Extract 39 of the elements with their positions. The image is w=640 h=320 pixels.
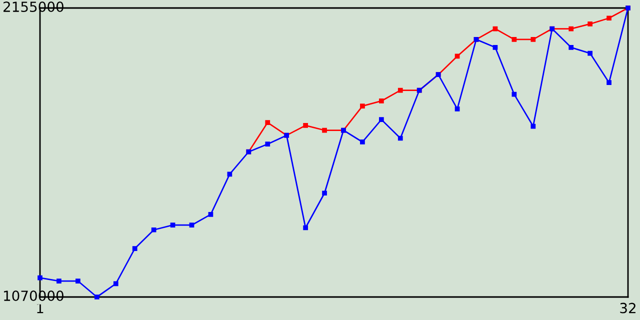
point <box>378 98 384 104</box>
point <box>454 54 460 59</box>
point <box>360 140 365 144</box>
point <box>454 106 460 112</box>
point <box>189 222 194 228</box>
point <box>76 278 80 284</box>
point <box>132 246 138 251</box>
y-tick-label: 2155000 <box>4 2 64 12</box>
point <box>568 26 574 32</box>
point <box>94 294 100 300</box>
point <box>265 120 270 125</box>
point <box>303 123 308 128</box>
point <box>151 227 156 232</box>
point <box>322 128 327 133</box>
point <box>303 225 308 230</box>
point <box>568 44 574 50</box>
point <box>512 37 517 42</box>
point <box>606 16 612 21</box>
point <box>530 124 536 129</box>
point <box>38 275 42 280</box>
x-tick-label: 32 <box>620 302 636 314</box>
point <box>588 50 592 56</box>
point <box>360 104 365 108</box>
point <box>265 142 270 147</box>
point <box>512 92 517 97</box>
point <box>588 22 592 26</box>
point <box>227 172 232 177</box>
point <box>606 80 612 86</box>
point <box>530 37 536 42</box>
point <box>398 88 403 93</box>
point <box>113 281 118 286</box>
point <box>56 278 62 284</box>
point <box>170 222 176 228</box>
point <box>208 212 214 217</box>
point <box>398 136 403 141</box>
point <box>378 117 384 122</box>
point <box>492 44 498 50</box>
point <box>492 26 498 32</box>
point <box>322 190 327 196</box>
